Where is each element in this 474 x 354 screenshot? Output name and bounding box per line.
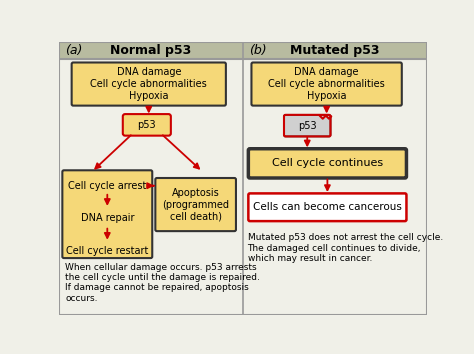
Text: Cell cycle continues: Cell cycle continues bbox=[272, 158, 383, 169]
Text: (a): (a) bbox=[65, 45, 83, 57]
FancyBboxPatch shape bbox=[284, 115, 330, 136]
FancyBboxPatch shape bbox=[155, 178, 236, 231]
Text: Normal p53: Normal p53 bbox=[110, 45, 191, 57]
FancyBboxPatch shape bbox=[251, 63, 402, 105]
FancyBboxPatch shape bbox=[123, 114, 171, 136]
FancyBboxPatch shape bbox=[248, 193, 406, 221]
Text: Mutated p53: Mutated p53 bbox=[290, 45, 380, 57]
FancyBboxPatch shape bbox=[72, 63, 226, 105]
Text: Cell cycle restart: Cell cycle restart bbox=[66, 246, 148, 256]
Text: When cellular damage occurs. p53 arrests
the cell cycle until the damage is repa: When cellular damage occurs. p53 arrests… bbox=[65, 263, 260, 303]
Text: p53: p53 bbox=[298, 121, 317, 131]
Bar bbox=[59, 42, 427, 59]
Text: Cells can become cancerous: Cells can become cancerous bbox=[253, 202, 402, 212]
Text: Apoptosis
(programmed
cell death): Apoptosis (programmed cell death) bbox=[162, 188, 229, 221]
Text: DNA repair: DNA repair bbox=[81, 213, 134, 223]
Text: (b): (b) bbox=[249, 45, 267, 57]
FancyBboxPatch shape bbox=[63, 170, 152, 258]
Text: p53: p53 bbox=[137, 120, 156, 130]
Text: DNA damage
Cell cycle abnormalities
Hypoxia: DNA damage Cell cycle abnormalities Hypo… bbox=[268, 68, 385, 101]
Text: Cell cycle arrest: Cell cycle arrest bbox=[68, 181, 146, 191]
Text: Mutated p53 does not arrest the cell cycle.
The damaged cell continues to divide: Mutated p53 does not arrest the cell cyc… bbox=[247, 233, 443, 263]
Text: DNA damage
Cell cycle abnormalities
Hypoxia: DNA damage Cell cycle abnormalities Hypo… bbox=[91, 68, 207, 101]
FancyBboxPatch shape bbox=[248, 149, 406, 178]
